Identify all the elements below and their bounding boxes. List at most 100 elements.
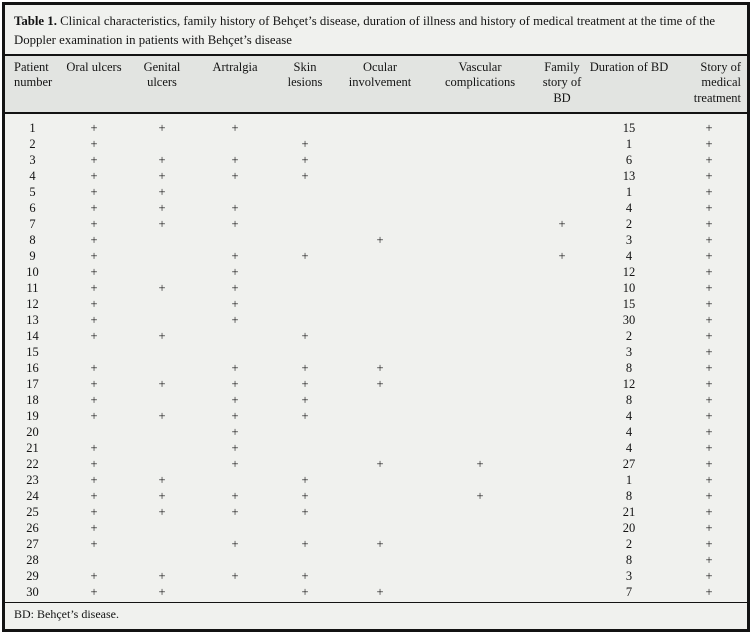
plus-cell-vascular-complications: + (476, 488, 484, 503)
plus-cell-skin-lesions: + (301, 584, 309, 599)
empty-cell-ocular-involvement (336, 216, 424, 232)
patient-number-cell: 6 (29, 200, 36, 215)
duration-cell: 8 (625, 360, 633, 375)
table-row: 9 + + + +4 + (5, 248, 747, 264)
plus-cell-oral-ulcers: + (90, 168, 98, 183)
duration-cell: 8 (625, 552, 633, 567)
plus-cell-oral-ulcers: + (90, 216, 98, 231)
plus-cell-skin-lesions: + (301, 472, 309, 487)
table-row: 11 + + +10 + (5, 280, 747, 296)
table-row: 1 + + +15 + (5, 113, 747, 136)
empty-cell-vascular-complications (424, 328, 536, 344)
plus-cell-artralgia: + (231, 200, 239, 215)
plus-cell-artralgia: + (231, 440, 239, 455)
plus-cell-ocular-involvement: + (376, 584, 384, 599)
empty-cell-ocular-involvement (336, 200, 424, 216)
treatment-cell: + (705, 232, 713, 247)
duration-cell: 12 (622, 376, 636, 391)
plus-cell-artralgia: + (231, 248, 239, 263)
duration-cell: 3 (625, 568, 633, 583)
table-row: 27 + + + +2 + (5, 536, 747, 552)
duration-cell: 6 (625, 152, 633, 167)
table-number-label: Table 1. (14, 14, 57, 28)
duration-cell: 8 (625, 392, 633, 407)
patient-number-cell: 1 (29, 120, 36, 135)
empty-cell-artralgia (196, 328, 274, 344)
plus-cell-oral-ulcers: + (90, 504, 98, 519)
table-row: 20 +4 + (5, 424, 747, 440)
empty-cell-ocular-involvement (336, 152, 424, 168)
plus-cell-oral-ulcers: + (90, 200, 98, 215)
plus-cell-ocular-involvement: + (376, 536, 384, 551)
table-row: 17 + + + + +12 + (5, 376, 747, 392)
table-row: 18 + + +8 + (5, 392, 747, 408)
plus-cell-ocular-involvement: + (376, 360, 384, 375)
plus-cell-oral-ulcers: + (90, 568, 98, 583)
empty-cell-skin-lesions (274, 520, 336, 536)
empty-cell-genital-ulcers (128, 248, 196, 264)
empty-cell-ocular-involvement (336, 552, 424, 568)
patient-number-cell: 26 (26, 520, 39, 535)
treatment-cell: + (705, 344, 713, 359)
duration-cell: 21 (622, 504, 636, 519)
empty-cell-ocular-involvement (336, 344, 424, 360)
treatment-cell: + (705, 360, 713, 375)
patient-number-cell: 21 (26, 440, 39, 455)
table-row: 15 3 + (5, 344, 747, 360)
plus-cell-oral-ulcers: + (90, 408, 98, 423)
patient-number-cell: 13 (26, 312, 39, 327)
empty-cell-family-story-of-bd (536, 200, 588, 216)
empty-cell-family-story-of-bd (536, 504, 588, 520)
plus-cell-oral-ulcers: + (90, 392, 98, 407)
patients-table: Patient number Oral ulcers Genital ulcers A… (5, 54, 747, 602)
patient-number-cell: 27 (26, 536, 39, 551)
empty-cell-vascular-complications (424, 344, 536, 360)
empty-cell-genital-ulcers (128, 440, 196, 456)
empty-cell-vascular-complications (424, 392, 536, 408)
empty-cell-family-story-of-bd (536, 232, 588, 248)
empty-cell-family-story-of-bd (536, 536, 588, 552)
plus-cell-oral-ulcers: + (90, 296, 98, 311)
plus-cell-oral-ulcers: + (90, 120, 98, 135)
patient-number-cell: 15 (26, 344, 39, 359)
treatment-cell: + (705, 488, 713, 503)
empty-cell-artralgia (196, 552, 274, 568)
empty-cell-family-story-of-bd (536, 488, 588, 504)
table-row: 22 + + + +27 + (5, 456, 747, 472)
patient-number-cell: 8 (29, 232, 36, 247)
plus-cell-oral-ulcers: + (90, 360, 98, 375)
treatment-cell: + (705, 424, 713, 439)
empty-cell-vascular-complications (424, 248, 536, 264)
empty-cell-vascular-complications (424, 280, 536, 296)
table-body: 1 + + +15 +2 + +1 +3 + + + +6 +4 + + + +13 +5 + +1 +6 + + +4 +7 +… (5, 113, 747, 602)
plus-cell-artralgia: + (231, 536, 239, 551)
plus-cell-artralgia: + (231, 152, 239, 167)
empty-cell-artralgia (196, 344, 274, 360)
empty-cell-vascular-complications (424, 216, 536, 232)
plus-cell-skin-lesions: + (301, 360, 309, 375)
plus-cell-oral-ulcers: + (90, 456, 98, 471)
column-header-skin-lesions: Skin lesions (274, 54, 336, 114)
table-footnote: BD: Behçet’s disease. (5, 601, 747, 629)
treatment-cell: + (705, 120, 713, 135)
plus-cell-artralgia: + (231, 280, 239, 295)
patient-number-cell: 18 (26, 392, 39, 407)
table-row: 4 + + + +13 + (5, 168, 747, 184)
plus-cell-oral-ulcers: + (90, 520, 98, 535)
empty-cell-vascular-complications (424, 520, 536, 536)
plus-cell-genital-ulcers: + (158, 200, 166, 215)
table-header: Patient number Oral ulcers Genital ulcers A… (5, 54, 747, 114)
plus-cell-artralgia: + (231, 568, 239, 583)
empty-cell-family-story-of-bd (536, 584, 588, 602)
plus-cell-oral-ulcers: + (90, 312, 98, 327)
empty-cell-ocular-involvement (336, 440, 424, 456)
empty-cell-family-story-of-bd (536, 312, 588, 328)
empty-cell-vascular-complications (424, 568, 536, 584)
patient-number-cell: 23 (26, 472, 39, 487)
table-row: 5 + +1 + (5, 184, 747, 200)
plus-cell-artralgia: + (231, 488, 239, 503)
plus-cell-genital-ulcers: + (158, 568, 166, 583)
treatment-cell: + (705, 184, 713, 199)
plus-cell-vascular-complications: + (476, 456, 484, 471)
duration-cell: 8 (625, 488, 633, 503)
